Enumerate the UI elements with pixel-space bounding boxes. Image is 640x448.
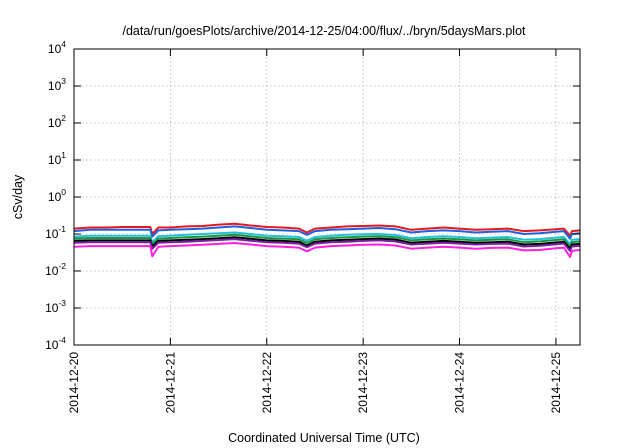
y-tick-exponent: -2 — [58, 261, 66, 271]
x-tick-label: 2014-12-20 — [67, 352, 81, 414]
x-tick-label: 2014-12-21 — [163, 352, 177, 414]
y-tick-base: 10 — [45, 264, 59, 278]
y-tick-label: 101 — [48, 150, 66, 167]
series-line-6 — [73, 238, 581, 252]
x-axis: 2014-12-20 2014-12-21 2014-12-22 2014-12-23… — [67, 49, 563, 413]
x-tick-label: 2014-12-25 — [549, 352, 563, 414]
y-tick-base: 10 — [48, 79, 62, 93]
y-tick-label: 10-4 — [45, 335, 66, 352]
y-tick-exponent: 3 — [61, 76, 66, 86]
chart-title: /data/run/goesPlots/archive/2014-12-25/0… — [122, 24, 526, 38]
y-tick-exponent: -3 — [58, 298, 66, 308]
y-tick-exponent: -4 — [58, 335, 66, 345]
y-tick-label: 10-2 — [45, 261, 66, 278]
y-tick-exponent: 2 — [61, 113, 66, 123]
series-line-2 — [73, 225, 581, 240]
series-line-3 — [73, 231, 581, 246]
y-tick-base: 10 — [45, 338, 59, 352]
x-tick-label: 2014-12-24 — [453, 352, 467, 414]
y-tick-label: 100 — [48, 187, 66, 204]
y-tick-label: 10-1 — [45, 224, 66, 241]
y-tick-label: 10-3 — [45, 298, 66, 315]
series-line-1 — [73, 222, 581, 237]
y-tick-label: 104 — [48, 39, 66, 56]
y-tick-label: 103 — [48, 76, 66, 93]
y-tick-exponent: 4 — [61, 39, 66, 49]
series-line-4 — [73, 233, 581, 248]
x-axis-label: Coordinated Universal Time (UTC) — [228, 431, 420, 445]
x-tick-label: 2014-12-23 — [356, 352, 370, 414]
y-tick-label: 102 — [48, 113, 66, 130]
y-tick-base: 10 — [48, 190, 62, 204]
y-tick-exponent: 1 — [61, 150, 66, 160]
y-axis-label: cSv/day — [11, 174, 25, 219]
y-tick-base: 10 — [45, 301, 59, 315]
y-tick-exponent: 0 — [61, 187, 66, 197]
series-layer — [73, 222, 581, 258]
x-tick-label: 2014-12-22 — [260, 352, 274, 414]
series-line-7 — [73, 242, 581, 258]
y-tick-base: 10 — [48, 116, 62, 130]
y-tick-base: 10 — [48, 42, 62, 56]
y-tick-base: 10 — [48, 153, 62, 167]
y-tick-base: 10 — [45, 227, 59, 241]
y-tick-exponent: -1 — [58, 224, 66, 234]
series-line-5 — [73, 236, 581, 250]
grid — [74, 49, 580, 345]
